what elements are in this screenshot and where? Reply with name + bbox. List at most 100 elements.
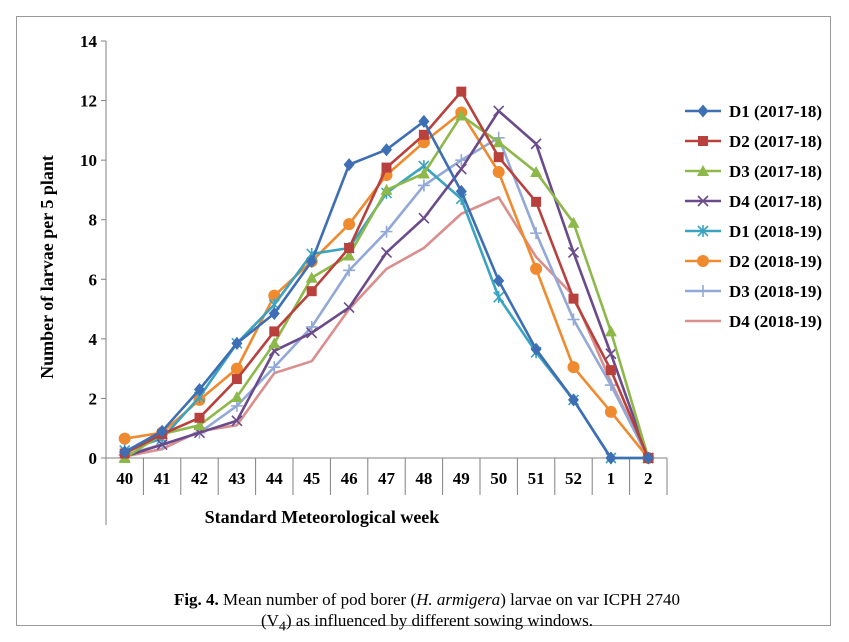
legend-item: D4 (2018-19) xyxy=(685,312,822,331)
legend-label: D3 (2017-18) xyxy=(729,162,822,181)
data-point xyxy=(697,225,709,237)
chart-axes xyxy=(105,41,668,525)
x-tick-label: 41 xyxy=(154,469,171,488)
data-point xyxy=(530,138,542,150)
data-point xyxy=(697,165,709,176)
data-point xyxy=(698,136,708,146)
x-categories: 40 41 42 43 44 45 46 47 48 49 50 51 52 1 2 xyxy=(116,469,652,488)
legend-label: D4 (2017-18) xyxy=(729,192,822,211)
legend: D1 (2017-18) D2 (2017-18) D3 (2017-18) D4 (… xyxy=(685,102,822,331)
data-point xyxy=(156,424,168,438)
series-1 xyxy=(119,86,654,463)
data-point xyxy=(343,218,356,231)
y-axis-label: Number of larvae per 5 plant xyxy=(37,155,57,379)
x-tick-label: 1 xyxy=(607,469,616,488)
x-tick-label: 48 xyxy=(415,469,432,488)
x-tick-label: 51 xyxy=(528,469,545,488)
x-tick-label: 40 xyxy=(116,469,133,488)
y-tick-label: 14 xyxy=(80,32,98,51)
data-point xyxy=(568,293,579,304)
series-0 xyxy=(119,114,654,465)
data-point xyxy=(231,415,243,427)
caption-text-2: ) larvae on var ICPH 2740 xyxy=(500,590,681,609)
data-point xyxy=(456,86,467,97)
y-ticks: 0 2 4 6 8 10 12 14 xyxy=(80,32,106,468)
legend-label: D4 (2018-19) xyxy=(729,312,822,331)
data-point xyxy=(156,439,168,451)
data-point xyxy=(604,405,617,418)
data-point xyxy=(492,166,505,179)
data-point xyxy=(344,243,355,254)
data-point xyxy=(306,286,317,297)
data-point xyxy=(119,445,131,459)
legend-item: D3 (2018-19) xyxy=(685,282,822,301)
data-point xyxy=(343,158,355,172)
data-point xyxy=(530,342,542,356)
series-2 xyxy=(118,109,655,463)
y-tick-label: 12 xyxy=(80,92,97,111)
data-point xyxy=(493,152,504,163)
data-point xyxy=(268,361,281,374)
y-tick-label: 0 xyxy=(89,449,98,468)
data-point xyxy=(380,246,393,259)
data-point xyxy=(417,167,430,179)
data-point xyxy=(380,183,393,195)
x-tick-label: 44 xyxy=(266,469,284,488)
legend-item: D4 (2017-18) xyxy=(685,192,822,211)
data-point xyxy=(530,227,543,240)
data-point xyxy=(230,362,243,375)
data-point xyxy=(381,162,392,173)
data-point xyxy=(455,163,467,175)
legend-label: D1 (2018-19) xyxy=(729,222,822,241)
data-point xyxy=(697,104,709,118)
legend-label: D1 (2017-18) xyxy=(729,102,822,121)
data-point xyxy=(493,105,505,117)
data-point xyxy=(493,291,505,304)
data-point xyxy=(194,382,205,396)
data-point xyxy=(193,419,206,431)
data-point xyxy=(230,390,243,402)
legend-label: D3 (2018-19) xyxy=(729,282,822,301)
data-point xyxy=(530,262,543,275)
data-point xyxy=(381,143,392,157)
data-point xyxy=(697,255,709,267)
legend-item: D3 (2017-18) xyxy=(685,162,822,181)
data-point xyxy=(605,451,617,465)
caption-text: Mean number of pod borer ( xyxy=(218,590,417,609)
data-point xyxy=(380,225,393,238)
data-point xyxy=(493,274,505,288)
x-tick-label: 43 xyxy=(228,469,245,488)
y-tick-label: 8 xyxy=(89,211,98,230)
x-tick-label: 46 xyxy=(341,469,358,488)
x-tick-label: 49 xyxy=(453,469,470,488)
data-point xyxy=(343,302,355,314)
data-point xyxy=(268,307,280,321)
data-point xyxy=(567,313,580,326)
data-point xyxy=(418,129,429,140)
data-point xyxy=(455,184,467,198)
data-point xyxy=(118,432,131,445)
data-point xyxy=(268,337,281,349)
legend-label: D2 (2018-19) xyxy=(729,252,822,271)
x-tick-label: 47 xyxy=(378,469,396,488)
caption-fig-label: Fig. 4. xyxy=(173,590,219,609)
data-point xyxy=(269,326,280,337)
data-point xyxy=(418,114,430,128)
y-tick-label: 10 xyxy=(80,151,97,170)
legend-item: D2 (2017-18) xyxy=(685,132,822,151)
caption-line2-end: ) as influenced by different sowing wind… xyxy=(285,611,594,630)
data-point xyxy=(568,393,579,407)
x-tick-label: 45 xyxy=(303,469,320,488)
figure-caption: Fig. 4. Mean number of pod borer (H. arm… xyxy=(77,589,777,637)
figure-frame: 0 2 4 6 8 10 12 14 40 41 42 43 44 45 46 47 48 49 50 51 52 1 2… xyxy=(16,16,831,634)
x-tick-label: 42 xyxy=(191,469,208,488)
x-tick-label: 52 xyxy=(565,469,582,488)
caption-line2-start: (V xyxy=(260,611,279,630)
series-3 xyxy=(119,105,654,464)
data-point xyxy=(231,374,242,385)
legend-item: D1 (2017-18) xyxy=(685,102,822,121)
data-point xyxy=(531,196,542,207)
y-tick-label: 2 xyxy=(89,389,98,408)
x-axis-label: Standard Meteorological week xyxy=(205,507,440,527)
caption-subscript: 4 xyxy=(278,618,286,635)
